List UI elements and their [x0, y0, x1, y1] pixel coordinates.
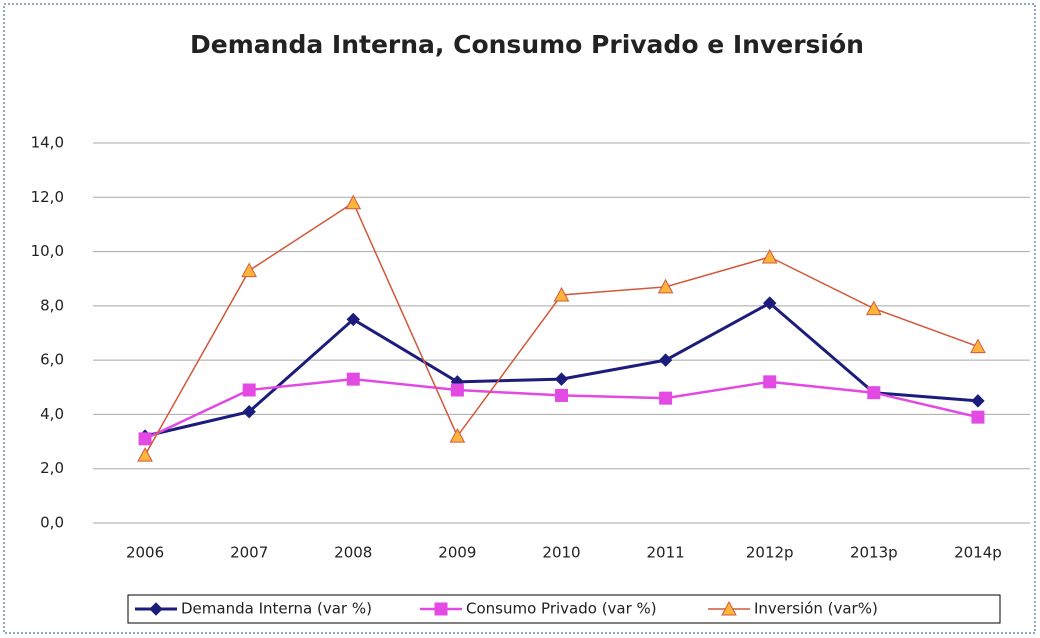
- y-tick-label: 12,0: [31, 188, 64, 206]
- data-point: [554, 372, 569, 386]
- legend-label: Inversión (var%): [754, 600, 878, 618]
- y-tick-label: 4,0: [40, 405, 64, 423]
- data-point: [865, 300, 882, 316]
- data-point: [346, 312, 360, 327]
- data-point: [555, 388, 568, 402]
- x-tick-label: 2009: [438, 544, 476, 562]
- legend-marker: [434, 602, 448, 616]
- y-tick-label: 14,0: [31, 134, 64, 152]
- data-point: [659, 391, 673, 405]
- y-tick-label: 8,0: [40, 296, 64, 314]
- data-point: [970, 338, 986, 354]
- data-point: [449, 428, 466, 443]
- data-point: [658, 353, 673, 367]
- x-tick-label: 2014p: [954, 544, 1002, 562]
- x-tick-label: 2008: [334, 544, 372, 562]
- data-point: [553, 286, 570, 302]
- data-point: [242, 405, 256, 419]
- x-tick-label: 2012p: [746, 544, 794, 562]
- y-tick-label: 10,0: [31, 242, 64, 260]
- data-point: [137, 447, 153, 462]
- data-point: [761, 248, 778, 264]
- chart-title: Demanda Interna, Consumo Privado e Inver…: [190, 30, 864, 59]
- data-point: [971, 394, 985, 408]
- y-tick-label: 6,0: [40, 351, 64, 369]
- legend-box: [127, 594, 1001, 624]
- series-line: [144, 377, 979, 440]
- data-point: [657, 278, 674, 294]
- data-point: [971, 410, 985, 424]
- data-point: [346, 372, 360, 386]
- data-point: [867, 386, 881, 400]
- data-point: [763, 296, 777, 310]
- data-point: [763, 375, 777, 389]
- legend-label: Consumo Privado (var %): [466, 600, 657, 618]
- x-tick-label: 2011: [647, 544, 685, 562]
- data-point: [138, 432, 152, 446]
- frame: [3, 3, 1036, 634]
- x-tick-label: 2013p: [850, 544, 898, 562]
- data-point: [345, 194, 362, 210]
- series-line: [144, 301, 979, 438]
- y-tick-label: 0,0: [40, 514, 64, 532]
- data-point: [242, 383, 256, 397]
- data-point: [450, 383, 464, 397]
- data-point: [241, 262, 258, 278]
- legend-marker: [721, 600, 737, 616]
- legend-label: Demanda Interna (var %): [181, 600, 372, 618]
- x-tick-label: 2010: [542, 544, 580, 562]
- x-tick-label: 2006: [126, 544, 164, 562]
- x-tick-label: 2007: [230, 544, 268, 562]
- series-line: [144, 201, 979, 456]
- y-tick-label: 2,0: [40, 459, 64, 477]
- legend-marker: [149, 602, 163, 616]
